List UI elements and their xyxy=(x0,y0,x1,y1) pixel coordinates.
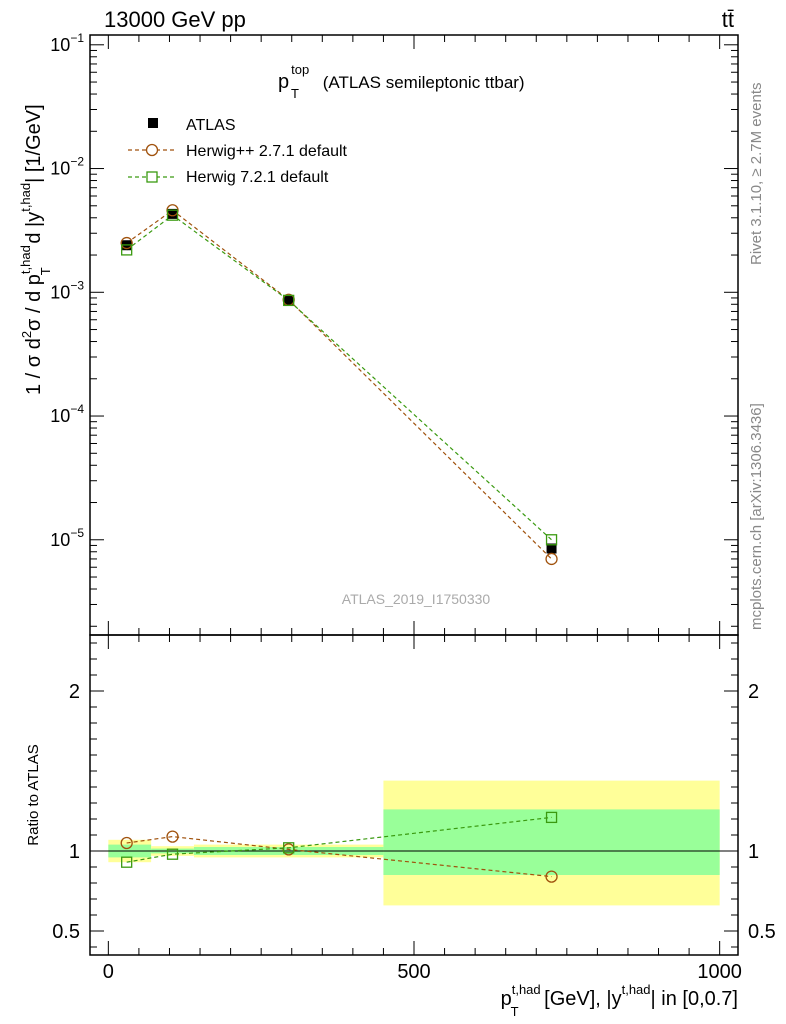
xlabel-tail: | in [0,0.7] xyxy=(651,988,738,1010)
legend-item-herwig7: Herwig 7.2.1 default xyxy=(128,169,329,186)
ratio-y-tick-label: 1 xyxy=(69,841,80,863)
legend-item-atlas: ATLAS xyxy=(148,117,236,134)
ylabel-mid1: σ / d p xyxy=(23,274,45,331)
ratio-axis-ticks: 0.5 0.5 1 1 2 2 0 500 1000 xyxy=(52,635,776,983)
legend-marker-atlas xyxy=(148,118,158,128)
ratio-uncertainty-bands xyxy=(108,780,720,906)
legend-label-atlas: ATLAS xyxy=(186,117,236,134)
x-tick-label: 0 xyxy=(103,961,114,983)
main-y-tick-label: 10−3 xyxy=(50,278,84,302)
ratio-series-line xyxy=(126,835,552,878)
atlas-data-point xyxy=(167,208,178,219)
legend-label-herwig7: Herwig 7.2.1 default xyxy=(186,169,329,186)
legend-label-herwigpp: Herwig++ 2.7.1 default xyxy=(186,143,348,160)
main-y-tick-label: 10−4 xyxy=(50,402,84,426)
ylabel-lead: 1 / σ d xyxy=(23,338,45,395)
ratio-herwigpp-point xyxy=(166,830,179,843)
ratio-y-tick-label: 2 xyxy=(69,681,80,703)
plot-title: ptop T (ATLAS semileptonic ttbar) xyxy=(278,62,525,101)
xlabel-sub: T xyxy=(511,1004,519,1019)
ratio-herwigpp-point xyxy=(120,836,133,850)
main-y-tick-label: 10−2 xyxy=(50,155,84,179)
legend-item-herwigpp: Herwig++ 2.7.1 default xyxy=(128,143,348,160)
main-series-line xyxy=(126,214,552,541)
rivet-side-label: Rivet 3.1.10, ≥ 2.7M events xyxy=(748,83,765,266)
xlabel-mid: [GeV], |y xyxy=(539,988,622,1010)
ratio-band-green xyxy=(383,809,720,875)
main-series-line xyxy=(126,209,552,560)
xlabel-p: p xyxy=(501,988,512,1010)
main-y-axis-label: 1 / σ d2σ / d pt,had T d |yt,had| [1/GeV] xyxy=(18,104,53,395)
herwigpp-point xyxy=(545,552,558,566)
atlas-data-point xyxy=(283,296,294,307)
x-tick-label: 1000 xyxy=(697,961,742,983)
ratio-y-axis-label: Ratio to ATLAS xyxy=(25,744,42,845)
x-axis-label: pt,had T [GeV], |yt,had| in [0,0.7] xyxy=(501,982,738,1019)
ylabel-sub-T: T xyxy=(38,267,53,275)
main-axis-ticks: 10−5 10−4 10−3 10−2 10−1 xyxy=(50,31,738,635)
ratio-herwig7-point xyxy=(545,811,558,824)
plot-title-sup: top xyxy=(291,62,309,77)
xlabel-sup1: t,had xyxy=(512,982,541,997)
ylabel-sup-th1: t,had xyxy=(18,245,33,274)
xlabel-sup2: t,had xyxy=(622,982,651,997)
header-left-label: 13000 GeV pp xyxy=(104,7,246,32)
ylabel-sup2: 2 xyxy=(19,331,34,338)
ratio-y-tick-label: 0.5 xyxy=(52,921,80,943)
ratio-panel: 0.5 0.5 1 1 2 2 0 500 1000 Ratio to ATLAS xyxy=(25,634,776,983)
x-tick-label: 500 xyxy=(397,961,430,983)
herwig7-point xyxy=(283,294,295,307)
ylabel-tail: | [1/GeV] xyxy=(23,104,45,183)
main-y-tick-label: 10−1 xyxy=(50,31,84,55)
herwig7-point xyxy=(121,244,133,256)
ratio-herwigpp-point xyxy=(545,870,558,883)
ratio-y-tick-label-right: 2 xyxy=(748,681,759,703)
ratio-herwig7-point xyxy=(121,856,133,868)
ratio-herwig7-point xyxy=(166,848,179,860)
ratio-series-line xyxy=(126,816,552,863)
ratio-herwig7-point xyxy=(283,842,295,854)
atlas-data-point xyxy=(546,543,557,554)
watermark-label: ATLAS_2019_I1750330 xyxy=(342,591,491,607)
mcplots-side-label: mcplots.cern.ch [arXiv:1306.3436] xyxy=(748,403,765,630)
herwigpp-point xyxy=(120,236,133,250)
plot-title-sub: T xyxy=(291,86,299,101)
ratio-y-tick-label-right: 1 xyxy=(748,841,759,863)
ratio-series-layer xyxy=(120,811,558,883)
main-series-layer xyxy=(120,204,558,566)
header-right-label: tt̄ xyxy=(722,7,734,32)
ylabel-sup-th2: t,had xyxy=(18,183,33,212)
legend: ATLAS Herwig++ 2.7.1 default Herwig 7.2.… xyxy=(128,117,348,186)
ratio-y-tick-label-right: 0.5 xyxy=(748,921,776,943)
legend-marker-herwigpp xyxy=(145,143,159,157)
legend-marker-herwig7 xyxy=(146,171,158,183)
ylabel-mid2: d |y xyxy=(23,212,45,249)
plot-title-main: p xyxy=(278,71,289,93)
plot-title-rest: (ATLAS semileptonic ttbar) xyxy=(318,73,525,92)
main-y-tick-label: 10−5 xyxy=(50,526,84,550)
herwig7-point xyxy=(166,209,179,221)
herwig7-point xyxy=(545,534,558,546)
main-panel: 10−5 10−4 10−3 10−2 10−1 ATLAS_2019_I1750330… xyxy=(18,31,739,636)
